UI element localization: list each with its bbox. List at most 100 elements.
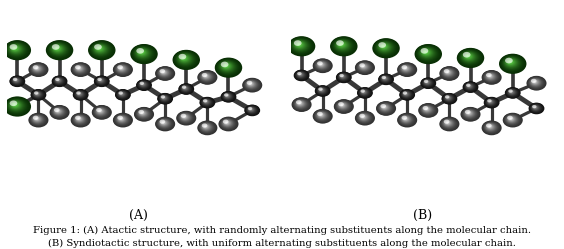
Circle shape <box>447 97 450 99</box>
Circle shape <box>382 105 387 109</box>
Circle shape <box>29 113 47 126</box>
Circle shape <box>77 92 83 96</box>
Circle shape <box>338 73 348 80</box>
Circle shape <box>485 72 496 81</box>
Circle shape <box>531 105 540 111</box>
Circle shape <box>424 51 428 54</box>
Circle shape <box>182 56 186 60</box>
Circle shape <box>363 91 364 92</box>
Circle shape <box>458 49 482 67</box>
Circle shape <box>54 109 62 114</box>
Circle shape <box>9 100 23 111</box>
Circle shape <box>54 46 61 51</box>
Circle shape <box>528 103 544 114</box>
Circle shape <box>120 118 121 119</box>
Circle shape <box>201 72 212 81</box>
Circle shape <box>440 118 457 130</box>
Circle shape <box>52 107 65 117</box>
Circle shape <box>219 61 235 72</box>
Circle shape <box>338 73 349 81</box>
Circle shape <box>509 117 513 121</box>
Circle shape <box>377 102 395 115</box>
Circle shape <box>444 95 453 102</box>
Circle shape <box>202 99 212 106</box>
Circle shape <box>36 93 39 95</box>
Circle shape <box>218 117 239 131</box>
Circle shape <box>220 118 236 129</box>
Circle shape <box>422 79 433 87</box>
Circle shape <box>121 93 122 94</box>
Circle shape <box>96 108 102 112</box>
Circle shape <box>484 72 497 81</box>
Circle shape <box>77 117 81 121</box>
Circle shape <box>295 70 308 80</box>
Circle shape <box>76 92 83 97</box>
Circle shape <box>503 57 520 69</box>
Circle shape <box>425 108 428 110</box>
Circle shape <box>446 121 450 124</box>
Circle shape <box>118 116 125 122</box>
Circle shape <box>465 110 474 117</box>
Circle shape <box>361 90 367 94</box>
Circle shape <box>502 56 522 70</box>
Circle shape <box>3 40 31 60</box>
Circle shape <box>404 118 406 119</box>
Circle shape <box>56 79 60 82</box>
Circle shape <box>531 79 540 86</box>
Circle shape <box>297 72 302 75</box>
Circle shape <box>224 121 230 125</box>
Circle shape <box>358 62 371 72</box>
Circle shape <box>487 99 492 102</box>
Circle shape <box>317 62 326 68</box>
Circle shape <box>162 97 165 99</box>
Circle shape <box>120 93 124 95</box>
Circle shape <box>202 124 210 130</box>
Circle shape <box>336 40 344 46</box>
Circle shape <box>421 105 434 114</box>
Circle shape <box>178 54 192 64</box>
Circle shape <box>420 77 436 89</box>
Circle shape <box>423 79 433 86</box>
Circle shape <box>446 96 451 100</box>
Circle shape <box>380 74 392 84</box>
Circle shape <box>183 86 187 90</box>
Circle shape <box>162 97 165 98</box>
Circle shape <box>508 60 513 64</box>
Circle shape <box>486 98 496 106</box>
Circle shape <box>36 118 37 119</box>
Circle shape <box>6 42 27 58</box>
Circle shape <box>76 66 82 70</box>
Circle shape <box>336 40 349 50</box>
Circle shape <box>199 71 215 83</box>
Circle shape <box>468 85 470 87</box>
Circle shape <box>486 124 495 130</box>
Circle shape <box>246 106 257 114</box>
Circle shape <box>441 67 457 79</box>
Circle shape <box>464 110 474 117</box>
Circle shape <box>293 98 310 111</box>
Circle shape <box>174 51 198 69</box>
Circle shape <box>378 42 391 52</box>
Circle shape <box>421 105 434 115</box>
Circle shape <box>338 102 348 109</box>
Circle shape <box>337 102 349 110</box>
Circle shape <box>138 110 147 117</box>
Circle shape <box>504 58 518 68</box>
Circle shape <box>530 104 542 113</box>
Circle shape <box>184 87 186 89</box>
Circle shape <box>36 67 38 69</box>
Circle shape <box>55 47 59 50</box>
Circle shape <box>179 113 192 123</box>
Circle shape <box>226 122 227 123</box>
Circle shape <box>226 122 228 123</box>
Circle shape <box>403 91 407 95</box>
Circle shape <box>422 78 434 87</box>
Circle shape <box>377 41 393 54</box>
Circle shape <box>320 89 323 91</box>
Circle shape <box>224 93 232 99</box>
Circle shape <box>382 45 385 47</box>
Circle shape <box>403 117 408 121</box>
Circle shape <box>161 95 168 101</box>
Circle shape <box>380 75 391 83</box>
Circle shape <box>95 76 108 85</box>
